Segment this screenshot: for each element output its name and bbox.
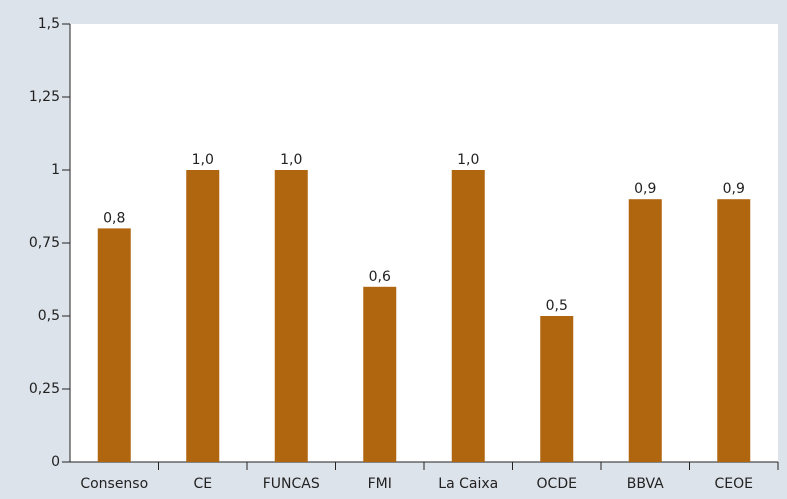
x-tick-label: FMI <box>368 476 392 492</box>
bar <box>540 316 574 462</box>
value-label: 0,6 <box>369 269 391 285</box>
value-label: 0,8 <box>103 210 125 226</box>
x-tick-label: OCDE <box>537 476 577 492</box>
bar <box>717 199 751 462</box>
value-label: 0,9 <box>634 181 656 197</box>
x-tick-label: La Caixa <box>438 476 498 492</box>
value-label: 0,5 <box>546 298 568 314</box>
bar <box>451 170 485 462</box>
y-tick-label: 1,25 <box>29 89 60 105</box>
value-label: 1,0 <box>457 152 479 168</box>
bar <box>97 228 131 462</box>
bar <box>363 286 397 462</box>
bar <box>628 199 662 462</box>
y-tick-label: 1,5 <box>38 16 60 32</box>
bar <box>274 170 308 462</box>
x-tick-label: CE <box>193 476 212 492</box>
value-label: 1,0 <box>280 152 302 168</box>
x-tick-label: FUNCAS <box>263 476 320 492</box>
bar <box>186 170 220 462</box>
plot-area <box>70 24 778 462</box>
value-label: 1,0 <box>192 152 214 168</box>
y-tick-label: 0 <box>51 454 60 470</box>
y-tick-label: 0,25 <box>29 381 60 397</box>
x-tick-label: Consenso <box>80 476 148 492</box>
y-tick-label: 0,75 <box>29 235 60 251</box>
y-tick-label: 1 <box>51 162 60 178</box>
x-tick-label: CEOE <box>715 476 754 492</box>
y-tick-label: 0,5 <box>38 308 60 324</box>
value-label: 0,9 <box>723 181 745 197</box>
x-tick-label: BBVA <box>627 476 664 492</box>
